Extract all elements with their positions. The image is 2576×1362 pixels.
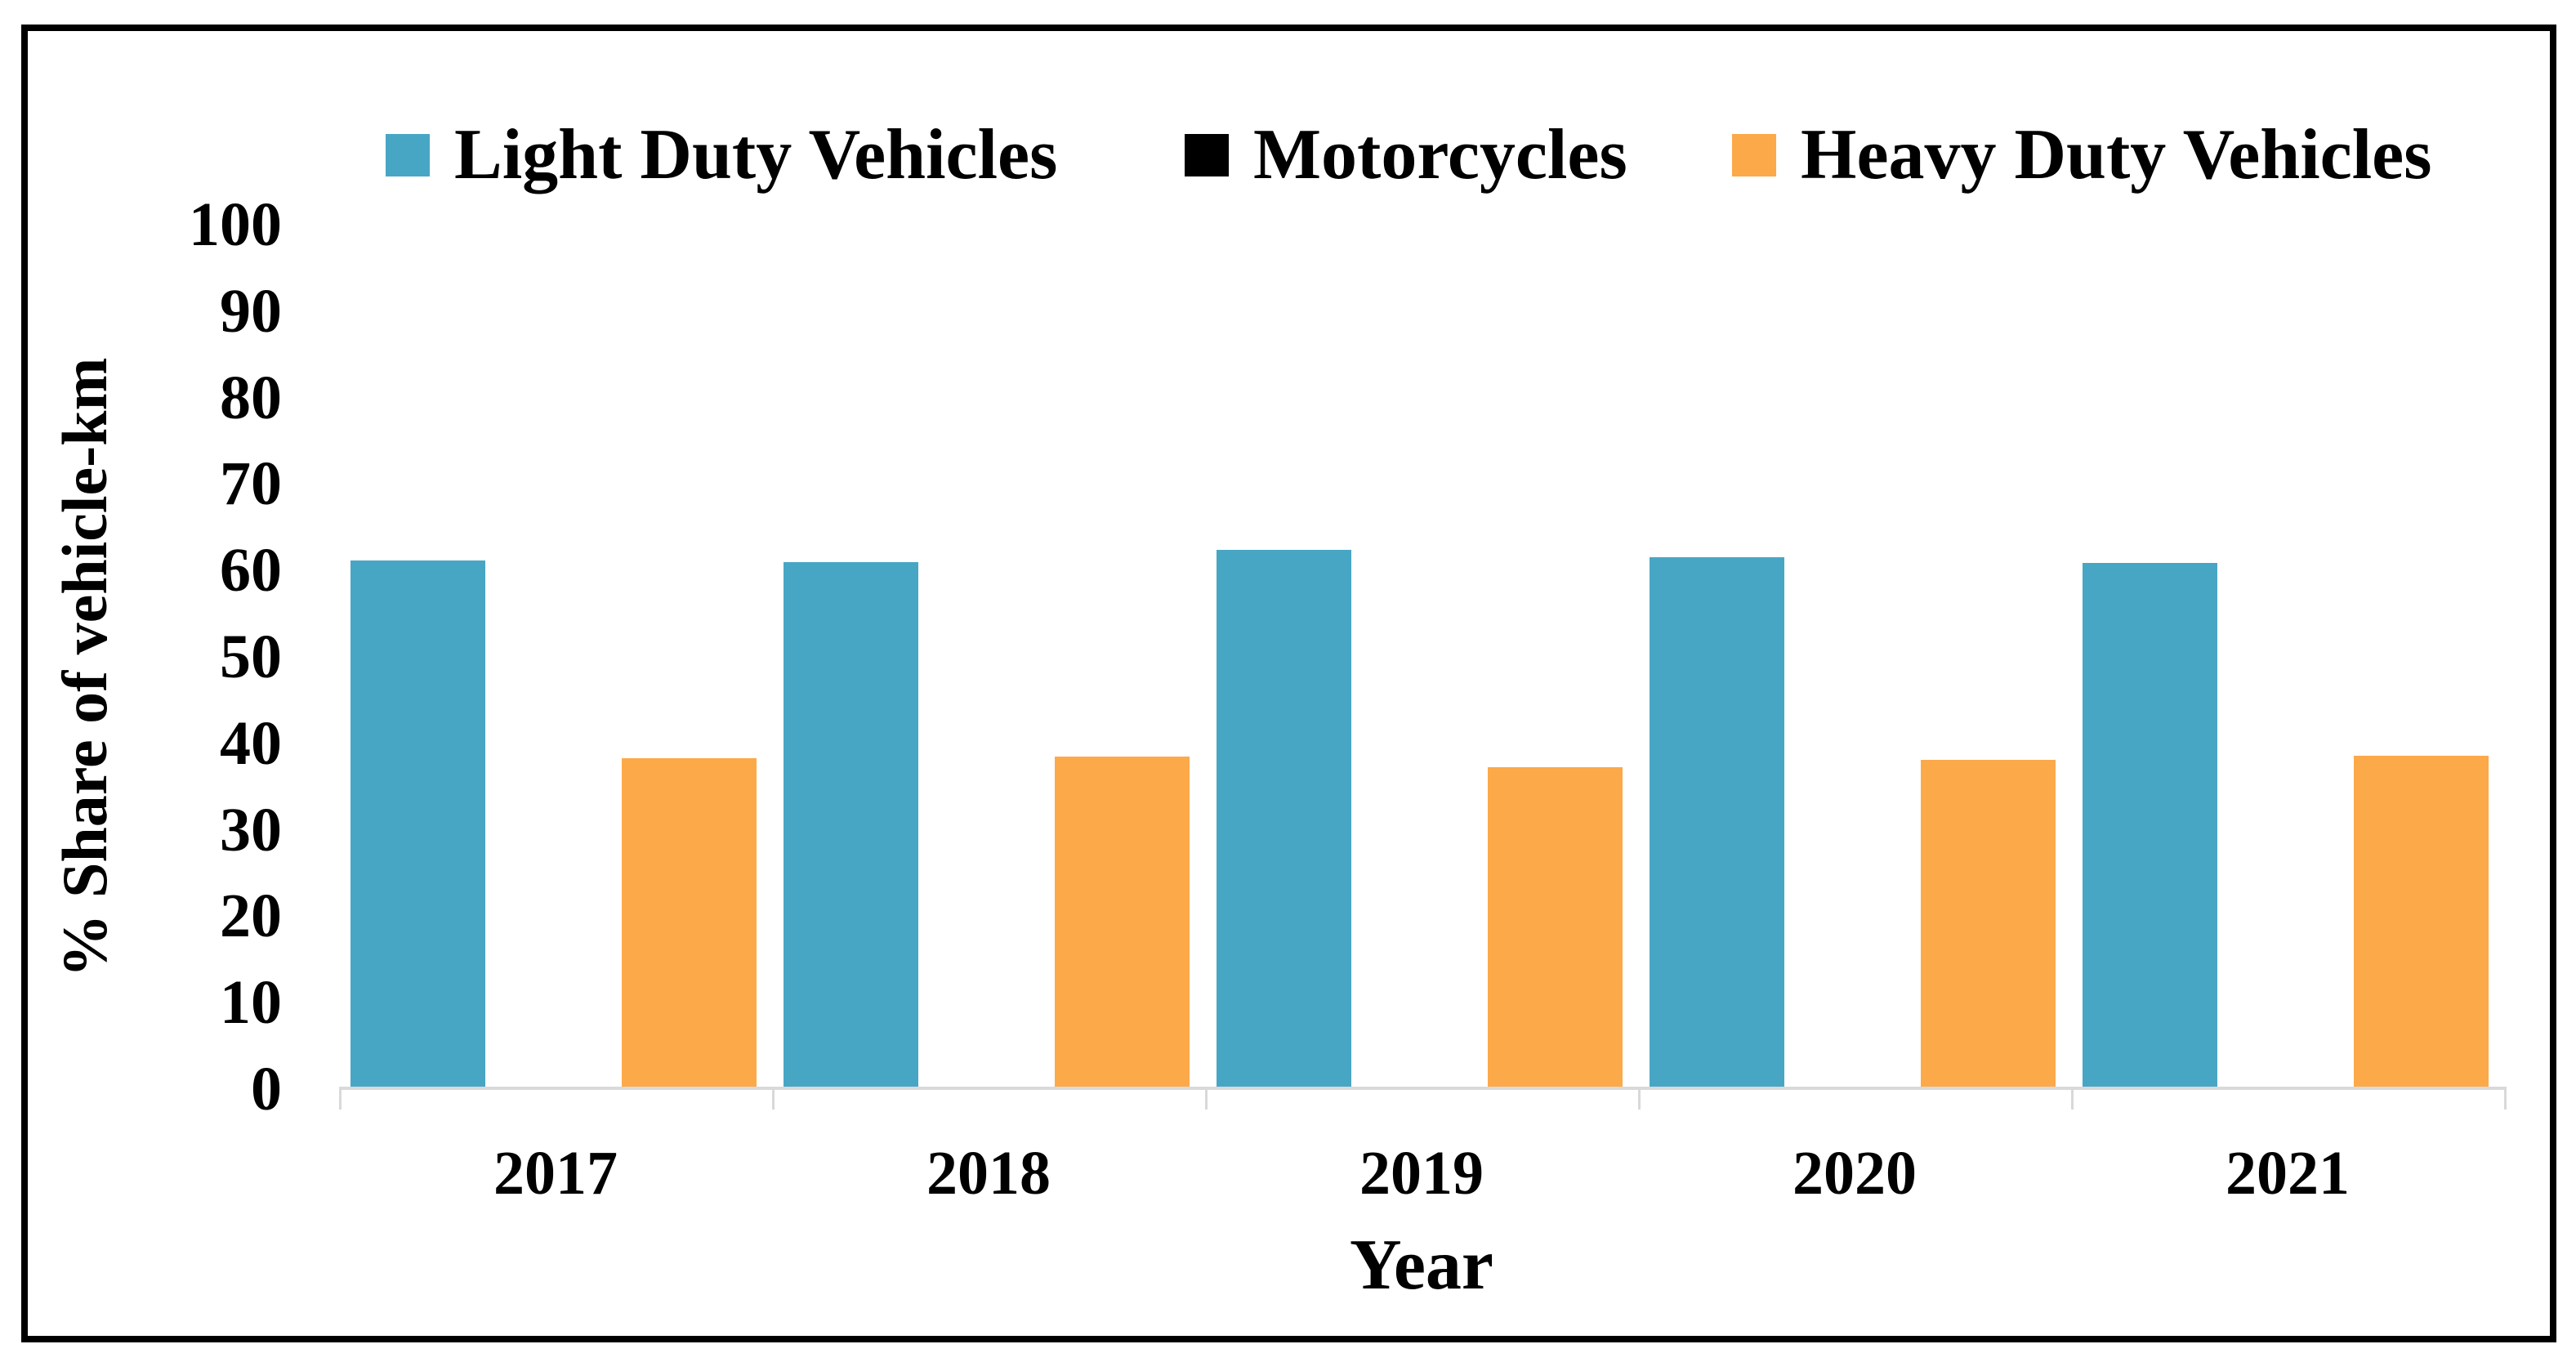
legend-label: Light Duty Vehicles — [454, 115, 1058, 194]
y-tick-label: 90 — [220, 276, 282, 346]
y-tick-label: 60 — [220, 536, 282, 605]
x-axis-tick-mark — [2504, 1089, 2507, 1110]
y-tick-label: 50 — [220, 623, 282, 691]
x-tick-label-2020: 2020 — [1792, 1139, 1917, 1208]
legend-swatch-motorcycles-icon — [1185, 134, 1229, 176]
y-tick-label: 40 — [220, 708, 282, 778]
bar-heavy-duty-vehicles-2017 — [622, 758, 757, 1089]
bar-light-duty-vehicles-2020 — [1650, 557, 1784, 1089]
legend-swatch-light-duty-icon — [386, 134, 430, 176]
bar-light-duty-vehicles-2018 — [784, 562, 918, 1089]
legend-swatch-heavy-duty-icon — [1732, 134, 1776, 176]
bar-light-duty-vehicles-2021 — [2083, 563, 2217, 1089]
bar-heavy-duty-vehicles-2018 — [1055, 757, 1190, 1089]
legend-label: Heavy Duty Vehicles — [1801, 115, 2432, 194]
y-tick-label: 10 — [220, 968, 282, 1038]
y-tick-label: 20 — [220, 882, 282, 951]
legend-label: Motorcycles — [1253, 115, 1627, 194]
bar-light-duty-vehicles-2017 — [350, 560, 485, 1089]
x-axis-tick-mark — [772, 1089, 775, 1110]
x-tick-label-2019: 2019 — [1359, 1139, 1484, 1208]
y-tick-label: 30 — [220, 795, 282, 864]
y-tick-label: 70 — [220, 449, 282, 519]
bar-heavy-duty-vehicles-2020 — [1921, 760, 2056, 1089]
y-tick-label: 100 — [189, 190, 282, 259]
plot-area — [339, 225, 2504, 1089]
x-tick-label-2021: 2021 — [2226, 1139, 2350, 1208]
x-tick-label-2017: 2017 — [493, 1139, 618, 1208]
y-tick-label: 80 — [220, 363, 282, 432]
legend-item-heavy-duty-vehicles: Heavy Duty Vehicles — [1732, 113, 2431, 198]
bar-heavy-duty-vehicles-2019 — [1488, 767, 1623, 1089]
x-tick-label-2018: 2018 — [926, 1139, 1051, 1208]
x-axis-tick-mark — [339, 1089, 342, 1110]
legend-item-motorcycles: Motorcycles — [1185, 113, 1627, 198]
y-tick-label: 0 — [251, 1055, 282, 1123]
bar-heavy-duty-vehicles-2021 — [2354, 756, 2489, 1089]
x-axis-tick-mark — [1638, 1089, 1641, 1110]
x-axis-title: Year — [1350, 1226, 1493, 1305]
bar-light-duty-vehicles-2019 — [1217, 550, 1351, 1089]
x-axis-line — [339, 1087, 2507, 1090]
x-axis-tick-mark — [2071, 1089, 2074, 1110]
x-axis-tick-mark — [1205, 1089, 1208, 1110]
chart-frame-border — [21, 25, 2556, 1342]
legend-item-light-duty-vehicles: Light Duty Vehicles — [386, 113, 1057, 198]
